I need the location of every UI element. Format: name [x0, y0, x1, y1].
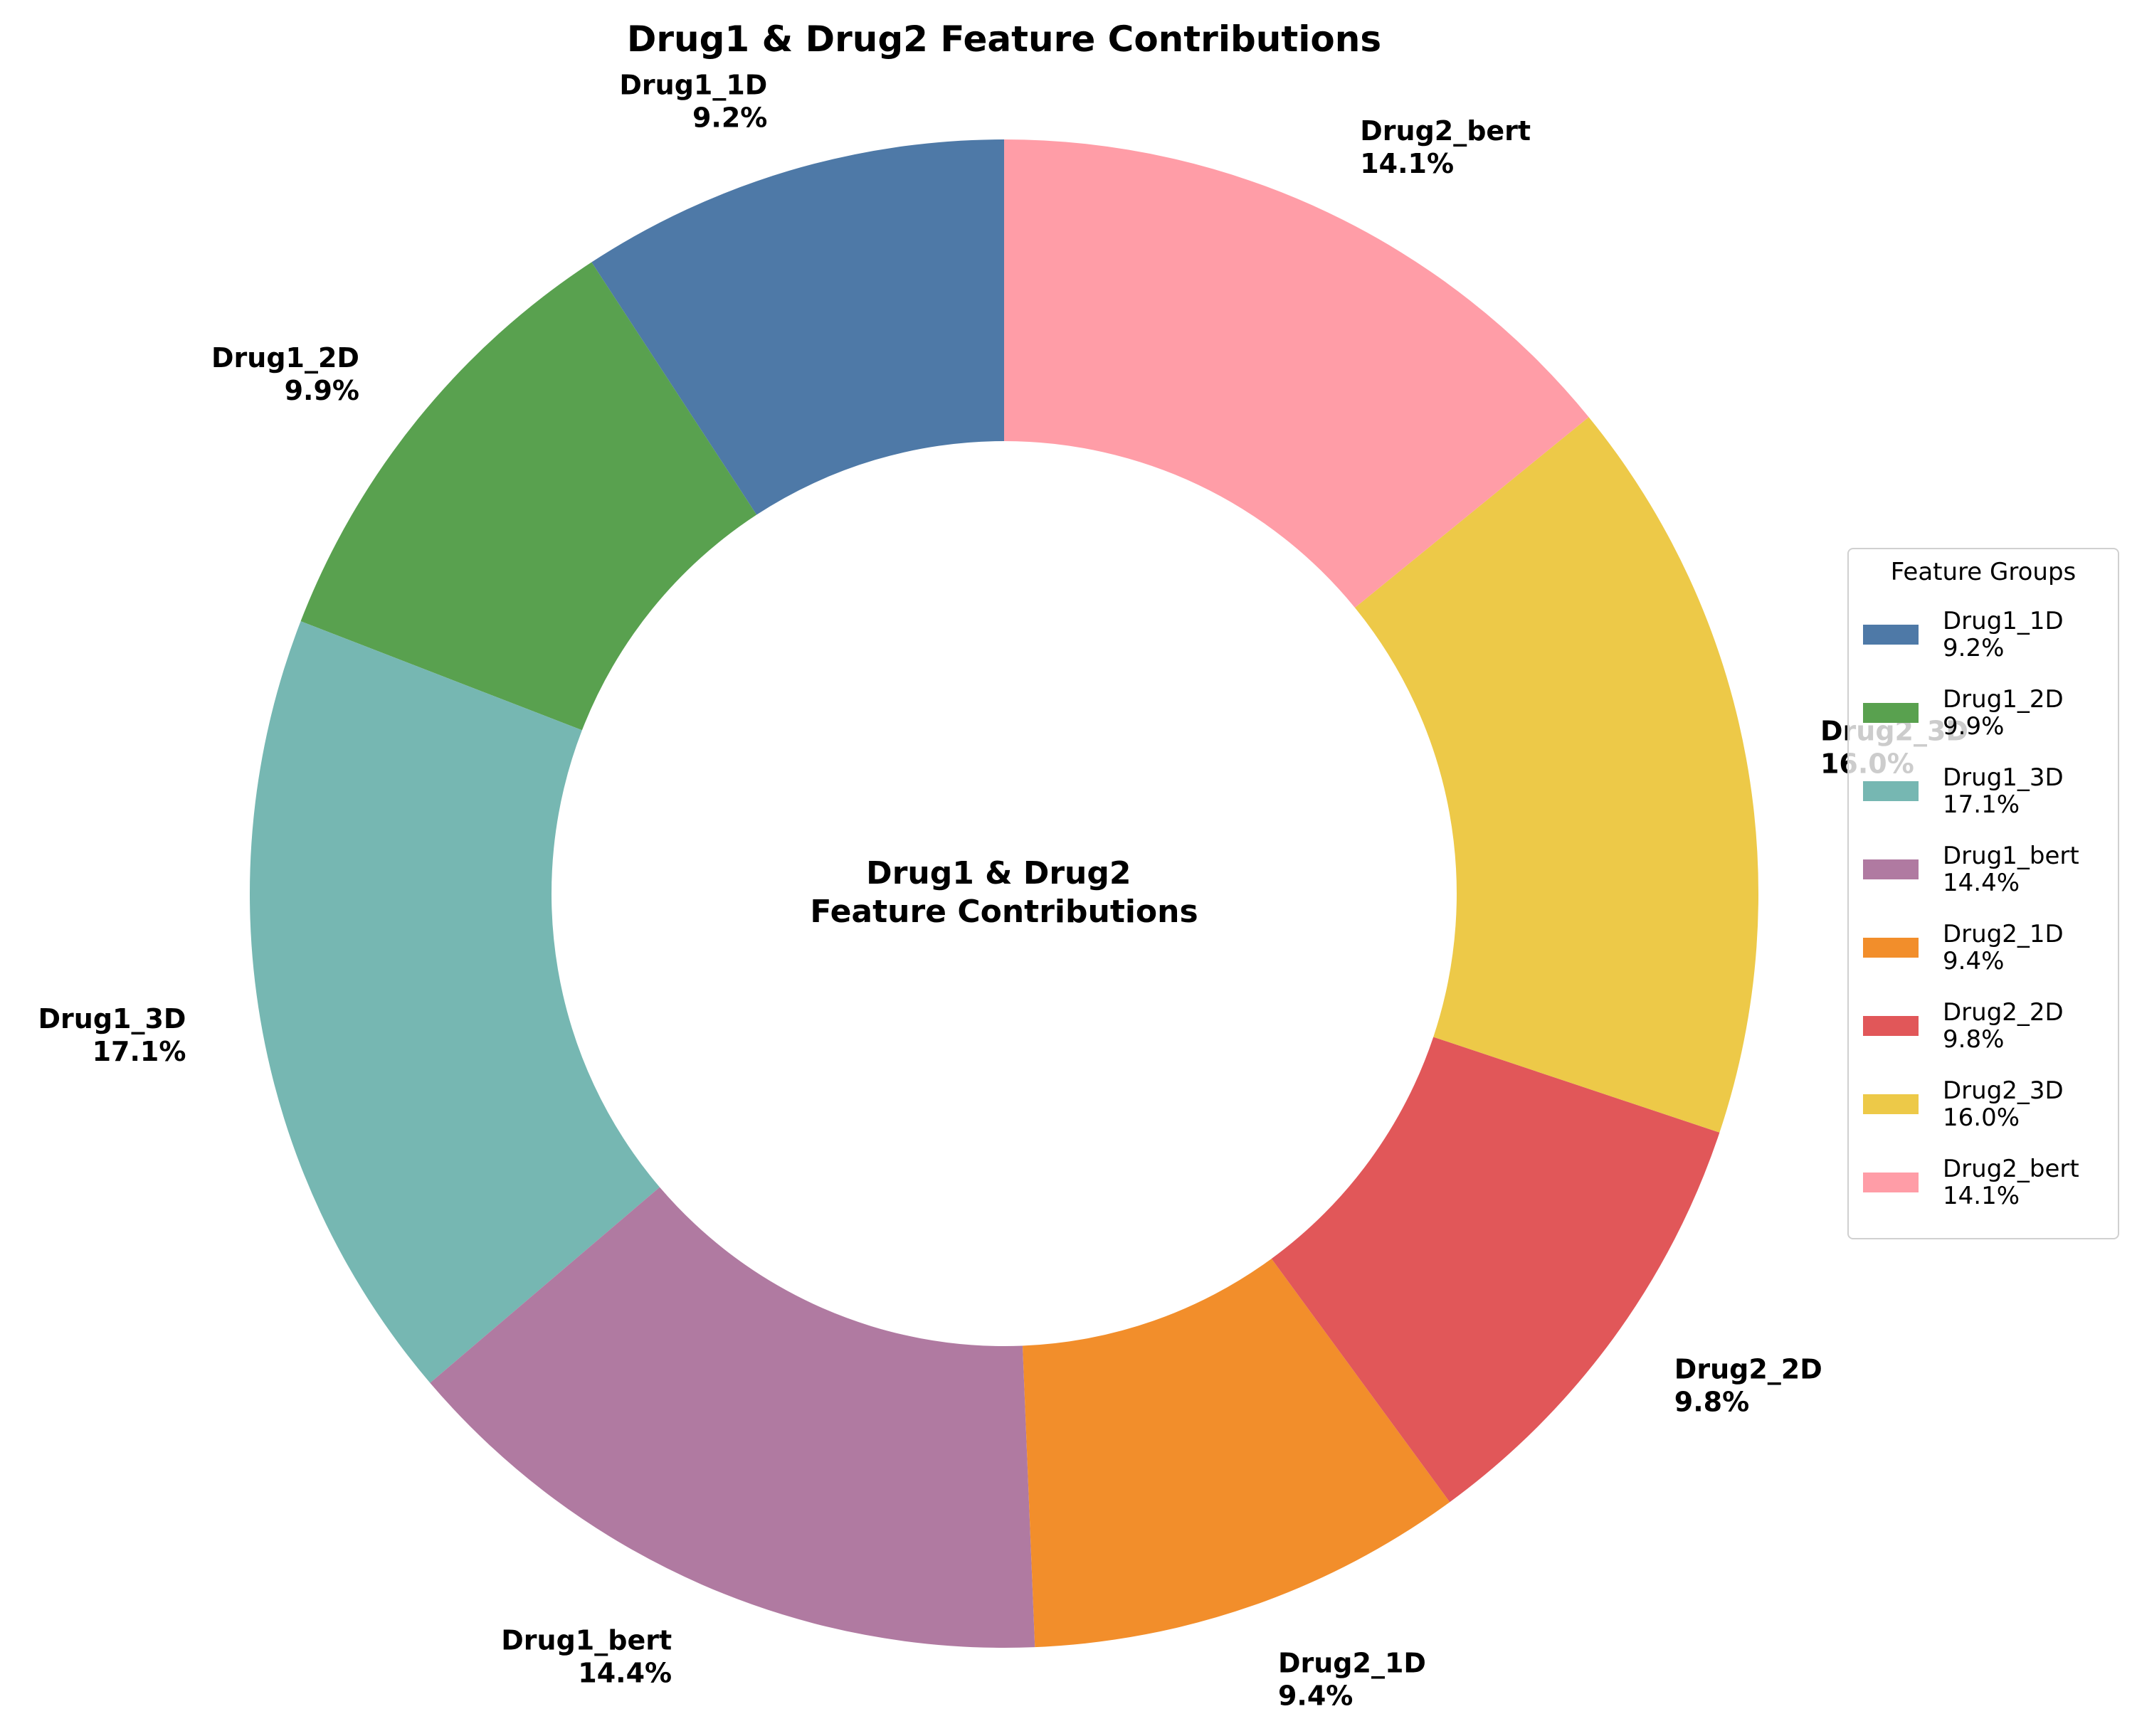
slice-label-percent: 9.9%: [285, 375, 359, 406]
slice-drug1-3d: [249, 621, 660, 1383]
slices-group: [249, 139, 1758, 1648]
slice-label-drug1-3d: Drug1_3D 17.1%: [38, 1003, 186, 1067]
legend-swatch: [1863, 1173, 1919, 1192]
chart-title: Drug1 & Drug2 Feature Contributions: [627, 18, 1381, 60]
legend-label: Drug1_3D 17.1%: [1943, 763, 2064, 819]
legend-swatch: [1863, 859, 1919, 879]
slice-drug1-2d: [300, 262, 757, 731]
legend-label: Drug2_2D 9.8%: [1943, 998, 2064, 1054]
legend-label: Drug2_bert 14.1%: [1943, 1155, 2079, 1210]
legend-item-drug2-1d: Drug2_1D 9.4%: [1849, 921, 2118, 999]
slice-labels-group: Drug1_1D 9.2%Drug1_2D 9.9%Drug1_3D 17.1%Dru…: [38, 69, 1968, 1711]
legend-swatch: [1863, 938, 1919, 958]
legend-item-drug2-bert: Drug2_bert 14.1%: [1849, 1155, 2118, 1234]
legend-swatch: [1863, 625, 1919, 645]
slice-label-name: Drug1_bert: [501, 1624, 672, 1656]
slice-label-percent: 14.4%: [578, 1657, 672, 1688]
legend-title: Feature Groups: [1890, 558, 2077, 586]
legend-swatch: [1863, 1094, 1919, 1114]
slice-drug1-bert: [430, 1187, 1035, 1648]
slice-drug2-2d: [1271, 1037, 1720, 1503]
legend-item-drug1-bert: Drug1_bert 14.4%: [1849, 842, 2118, 921]
center-title: Drug1 & Drug2 Feature Contributions: [810, 855, 1198, 930]
slice-label-percent: 14.1%: [1360, 148, 1454, 179]
legend: Feature Groups Drug1_1D 9.2% Drug1_2D 9.9…: [1847, 548, 2119, 1239]
slice-label-percent: 17.1%: [93, 1036, 186, 1067]
slice-label-drug1-2d: Drug1_2D 9.9%: [211, 342, 359, 406]
slice-label-drug1-bert: Drug1_bert 14.4%: [501, 1624, 672, 1688]
slice-label-name: Drug2_1D: [1278, 1648, 1426, 1679]
slice-label-name: Drug2_2D: [1674, 1353, 1822, 1385]
legend-item-drug2-2d: Drug2_2D 9.8%: [1849, 999, 2118, 1077]
slice-label-percent: 9.4%: [1278, 1681, 1353, 1712]
slice-drug2-3d: [1354, 417, 1758, 1133]
legend-swatch: [1863, 703, 1919, 723]
slice-label-drug2-bert: Drug2_bert 14.1%: [1360, 115, 1531, 179]
legend-item-drug1-2d: Drug1_2D 9.9%: [1849, 686, 2118, 764]
slice-label-percent: 9.2%: [692, 102, 767, 133]
legend-item-drug2-3d: Drug2_3D 16.0%: [1849, 1077, 2118, 1155]
legend-swatch: [1863, 781, 1919, 801]
slice-label-percent: 9.8%: [1674, 1386, 1749, 1417]
slice-label-drug1-1d: Drug1_1D 9.2%: [619, 69, 767, 133]
center-title-line-2: Feature Contributions: [810, 894, 1198, 930]
legend-label: Drug2_3D 16.0%: [1943, 1076, 2064, 1132]
slice-label-name: Drug1_3D: [38, 1003, 186, 1034]
legend-swatch: [1863, 1016, 1919, 1036]
slice-label-name: Drug2_bert: [1360, 115, 1531, 147]
slice-drug2-1d: [1022, 1259, 1450, 1648]
legend-label: Drug1_1D 9.2%: [1943, 607, 2064, 662]
slice-label-drug2-1d: Drug2_1D 9.4%: [1278, 1648, 1426, 1712]
slice-label-drug2-2d: Drug2_2D 9.8%: [1674, 1353, 1822, 1417]
legend-label: Drug1_2D 9.9%: [1943, 685, 2064, 741]
slice-label-name: Drug1_1D: [619, 69, 767, 100]
legend-label: Drug1_bert 14.4%: [1943, 842, 2079, 897]
center-title-line-1: Drug1 & Drug2: [866, 855, 1131, 891]
legend-item-drug1-1d: Drug1_1D 9.2%: [1849, 608, 2118, 686]
slice-drug2-bert: [1004, 139, 1589, 608]
slice-drug1-1d: [591, 139, 1004, 515]
slice-label-name: Drug1_2D: [211, 342, 359, 374]
legend-label: Drug2_1D 9.4%: [1943, 920, 2064, 975]
legend-item-drug1-3d: Drug1_3D 17.1%: [1849, 764, 2118, 842]
